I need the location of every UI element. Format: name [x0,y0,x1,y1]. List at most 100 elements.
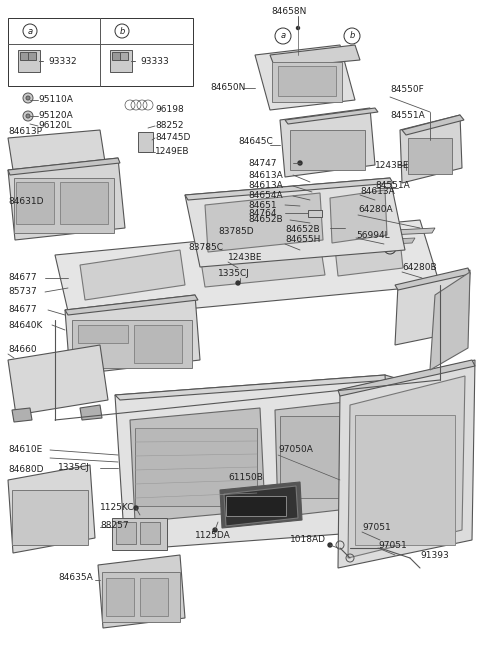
Polygon shape [80,250,185,300]
Polygon shape [280,108,375,177]
Text: 84677: 84677 [8,274,36,283]
Polygon shape [270,45,360,68]
Bar [28,52,36,60]
Polygon shape [338,360,475,568]
Polygon shape [98,555,185,628]
Circle shape [26,114,30,118]
Bar [112,52,120,60]
Polygon shape [275,398,383,517]
Text: 97050A: 97050A [278,446,313,454]
Text: 83785C: 83785C [188,243,223,252]
Text: 84658N: 84658N [271,8,306,17]
Polygon shape [65,295,200,375]
Text: 84635A: 84635A [58,573,93,582]
Polygon shape [402,115,464,135]
Polygon shape [395,270,470,345]
Bar [140,578,168,616]
Text: b: b [120,27,125,36]
Polygon shape [8,130,105,170]
Bar [14,178,114,233]
Polygon shape [200,243,325,287]
Text: 84550F: 84550F [390,85,424,94]
Polygon shape [348,376,465,558]
Polygon shape [8,465,95,553]
Text: 83785D: 83785D [218,228,253,237]
Polygon shape [430,272,470,370]
Circle shape [236,281,240,285]
Text: 1335CJ: 1335CJ [58,463,90,472]
Bar [116,522,136,544]
Text: 85737: 85737 [8,287,37,296]
Text: 1243BE: 1243BE [228,254,263,263]
Text: 93333: 93333 [140,56,169,65]
Text: 1335CJ: 1335CJ [218,269,250,278]
Polygon shape [12,408,32,422]
Text: 84610E: 84610E [8,446,42,454]
Bar [72,320,192,368]
Text: 84631D: 84631D [8,197,44,206]
Circle shape [23,111,33,121]
Bar [280,416,375,498]
Bar [272,62,342,102]
Bar [138,132,153,152]
Text: 95110A: 95110A [38,96,73,105]
Bar [408,138,452,174]
Text: 84613P: 84613P [8,127,42,137]
Text: 93332: 93332 [48,56,77,65]
Polygon shape [232,228,435,242]
Text: 84680D: 84680D [8,465,44,474]
Polygon shape [8,158,125,240]
Text: 84613A: 84613A [360,188,395,197]
Text: 95120A: 95120A [38,111,73,120]
Polygon shape [80,405,102,420]
Bar [134,325,182,363]
Bar [78,325,128,343]
Bar [355,415,455,545]
Polygon shape [130,408,265,522]
Polygon shape [255,45,355,110]
Text: 84764: 84764 [248,208,276,217]
Polygon shape [285,108,378,124]
Circle shape [328,543,332,547]
Text: 88257: 88257 [100,520,129,529]
Text: 84551A: 84551A [390,111,425,120]
Text: 84640K: 84640K [8,320,42,329]
Polygon shape [115,375,390,400]
Text: 84654A: 84654A [248,192,283,201]
Text: 84652B: 84652B [285,226,320,234]
Bar [278,66,336,96]
Polygon shape [330,190,387,243]
Circle shape [23,93,33,103]
Text: 84745D: 84745D [155,133,191,142]
Polygon shape [220,482,302,528]
Text: 1243BE: 1243BE [375,160,409,170]
Circle shape [387,245,393,251]
Circle shape [26,96,30,100]
Text: 1018AD: 1018AD [290,536,326,545]
Bar [290,130,365,170]
Bar [12,490,88,545]
Polygon shape [65,295,198,315]
Text: 84660: 84660 [8,345,36,355]
Text: 97051: 97051 [362,523,391,532]
Polygon shape [115,375,395,550]
Text: 84747: 84747 [248,159,276,168]
Text: 84613A: 84613A [248,182,283,190]
Polygon shape [8,345,108,415]
Text: 84677: 84677 [8,305,36,314]
Polygon shape [335,240,403,276]
Bar [20,52,28,60]
Bar [102,572,180,622]
Text: 64280B: 64280B [402,263,437,272]
Text: 84551A: 84551A [375,181,410,190]
Bar [18,50,40,72]
Bar [226,496,286,516]
Text: 88252: 88252 [155,122,183,131]
Polygon shape [205,193,323,252]
Polygon shape [395,268,470,290]
Text: 84652B: 84652B [248,215,283,225]
Bar [16,182,54,224]
Text: 84655H: 84655H [285,236,320,245]
Polygon shape [338,360,475,396]
Polygon shape [202,238,415,253]
